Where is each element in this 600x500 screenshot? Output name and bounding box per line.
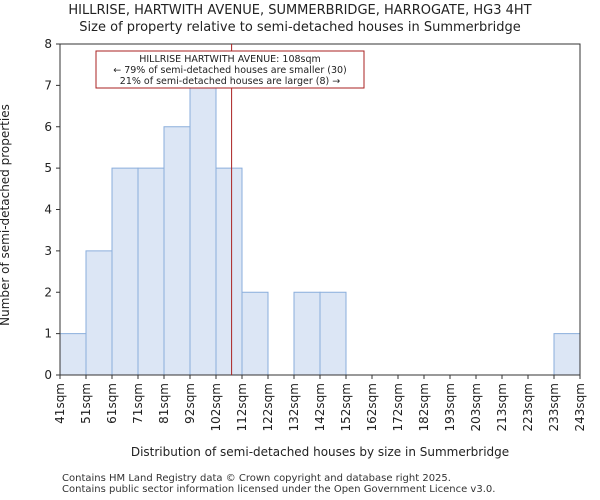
histogram-bar (137, 167, 165, 376)
footer-copyright: Contains HM Land Registry data © Crown c… (62, 473, 451, 484)
annotation-larger: 21% of semi-detached houses are larger (… (120, 76, 340, 87)
histogram-bar (163, 126, 191, 376)
y-tick-label: 1 (44, 327, 52, 341)
x-tick-label: 102sqm (209, 383, 223, 431)
x-tick-label: 233sqm (547, 383, 561, 431)
y-tick-label: 6 (44, 120, 52, 134)
histogram-bar (85, 250, 113, 376)
x-tick-label: 182sqm (417, 383, 431, 431)
x-tick-label: 41sqm (53, 383, 67, 424)
x-tick-label: 223sqm (521, 383, 535, 431)
histogram-bar (111, 167, 139, 376)
footer-licence: Contains public sector information licen… (62, 484, 496, 495)
y-tick-label: 0 (44, 368, 52, 382)
x-tick-label: 81sqm (157, 383, 171, 424)
annotation-box (95, 50, 365, 89)
x-tick-label: 71sqm (131, 383, 145, 424)
x-tick-label: 122sqm (261, 383, 275, 431)
chart-title: Size of property relative to semi-detach… (79, 20, 521, 35)
x-tick-label: 162sqm (365, 383, 379, 431)
histogram-bar (215, 167, 243, 376)
x-tick-label: 203sqm (469, 383, 483, 431)
annotation-smaller: ← 79% of semi-detached houses are smalle… (113, 65, 347, 76)
histogram-bar (59, 333, 87, 376)
x-tick-label: 172sqm (391, 383, 405, 431)
x-axis-label: Distribution of semi-detached houses by … (130, 445, 510, 459)
x-tick-label: 61sqm (105, 383, 119, 424)
x-tick-label: 193sqm (443, 383, 457, 431)
histogram-bar (241, 291, 269, 376)
x-tick-label: 243sqm (573, 383, 587, 431)
x-tick-label: 92sqm (183, 383, 197, 424)
x-tick-label: 112sqm (235, 383, 249, 431)
histogram-bar (319, 291, 347, 376)
histogram-bar (189, 84, 217, 376)
histogram-bar (553, 333, 581, 376)
x-tick-label: 213sqm (495, 383, 509, 431)
y-tick-label: 5 (44, 161, 52, 175)
y-tick-label: 3 (44, 244, 52, 258)
histogram-bar (293, 291, 321, 376)
y-tick-label: 4 (44, 203, 52, 217)
x-tick-label: 142sqm (313, 383, 327, 431)
y-tick-label: 7 (44, 78, 52, 92)
y-axis-label: Number of semi-detached properties (0, 104, 12, 326)
chart-title-address: HILLRISE, HARTWITH AVENUE, SUMMERBRIDGE,… (68, 3, 532, 18)
x-tick-label: 152sqm (339, 383, 353, 431)
x-tick-label: 132sqm (287, 383, 301, 431)
annotation-title: HILLRISE HARTWITH AVENUE: 108sqm (139, 54, 321, 65)
y-tick-label: 8 (44, 37, 52, 51)
x-tick-label: 51sqm (79, 383, 93, 424)
y-tick-label: 2 (44, 285, 52, 299)
